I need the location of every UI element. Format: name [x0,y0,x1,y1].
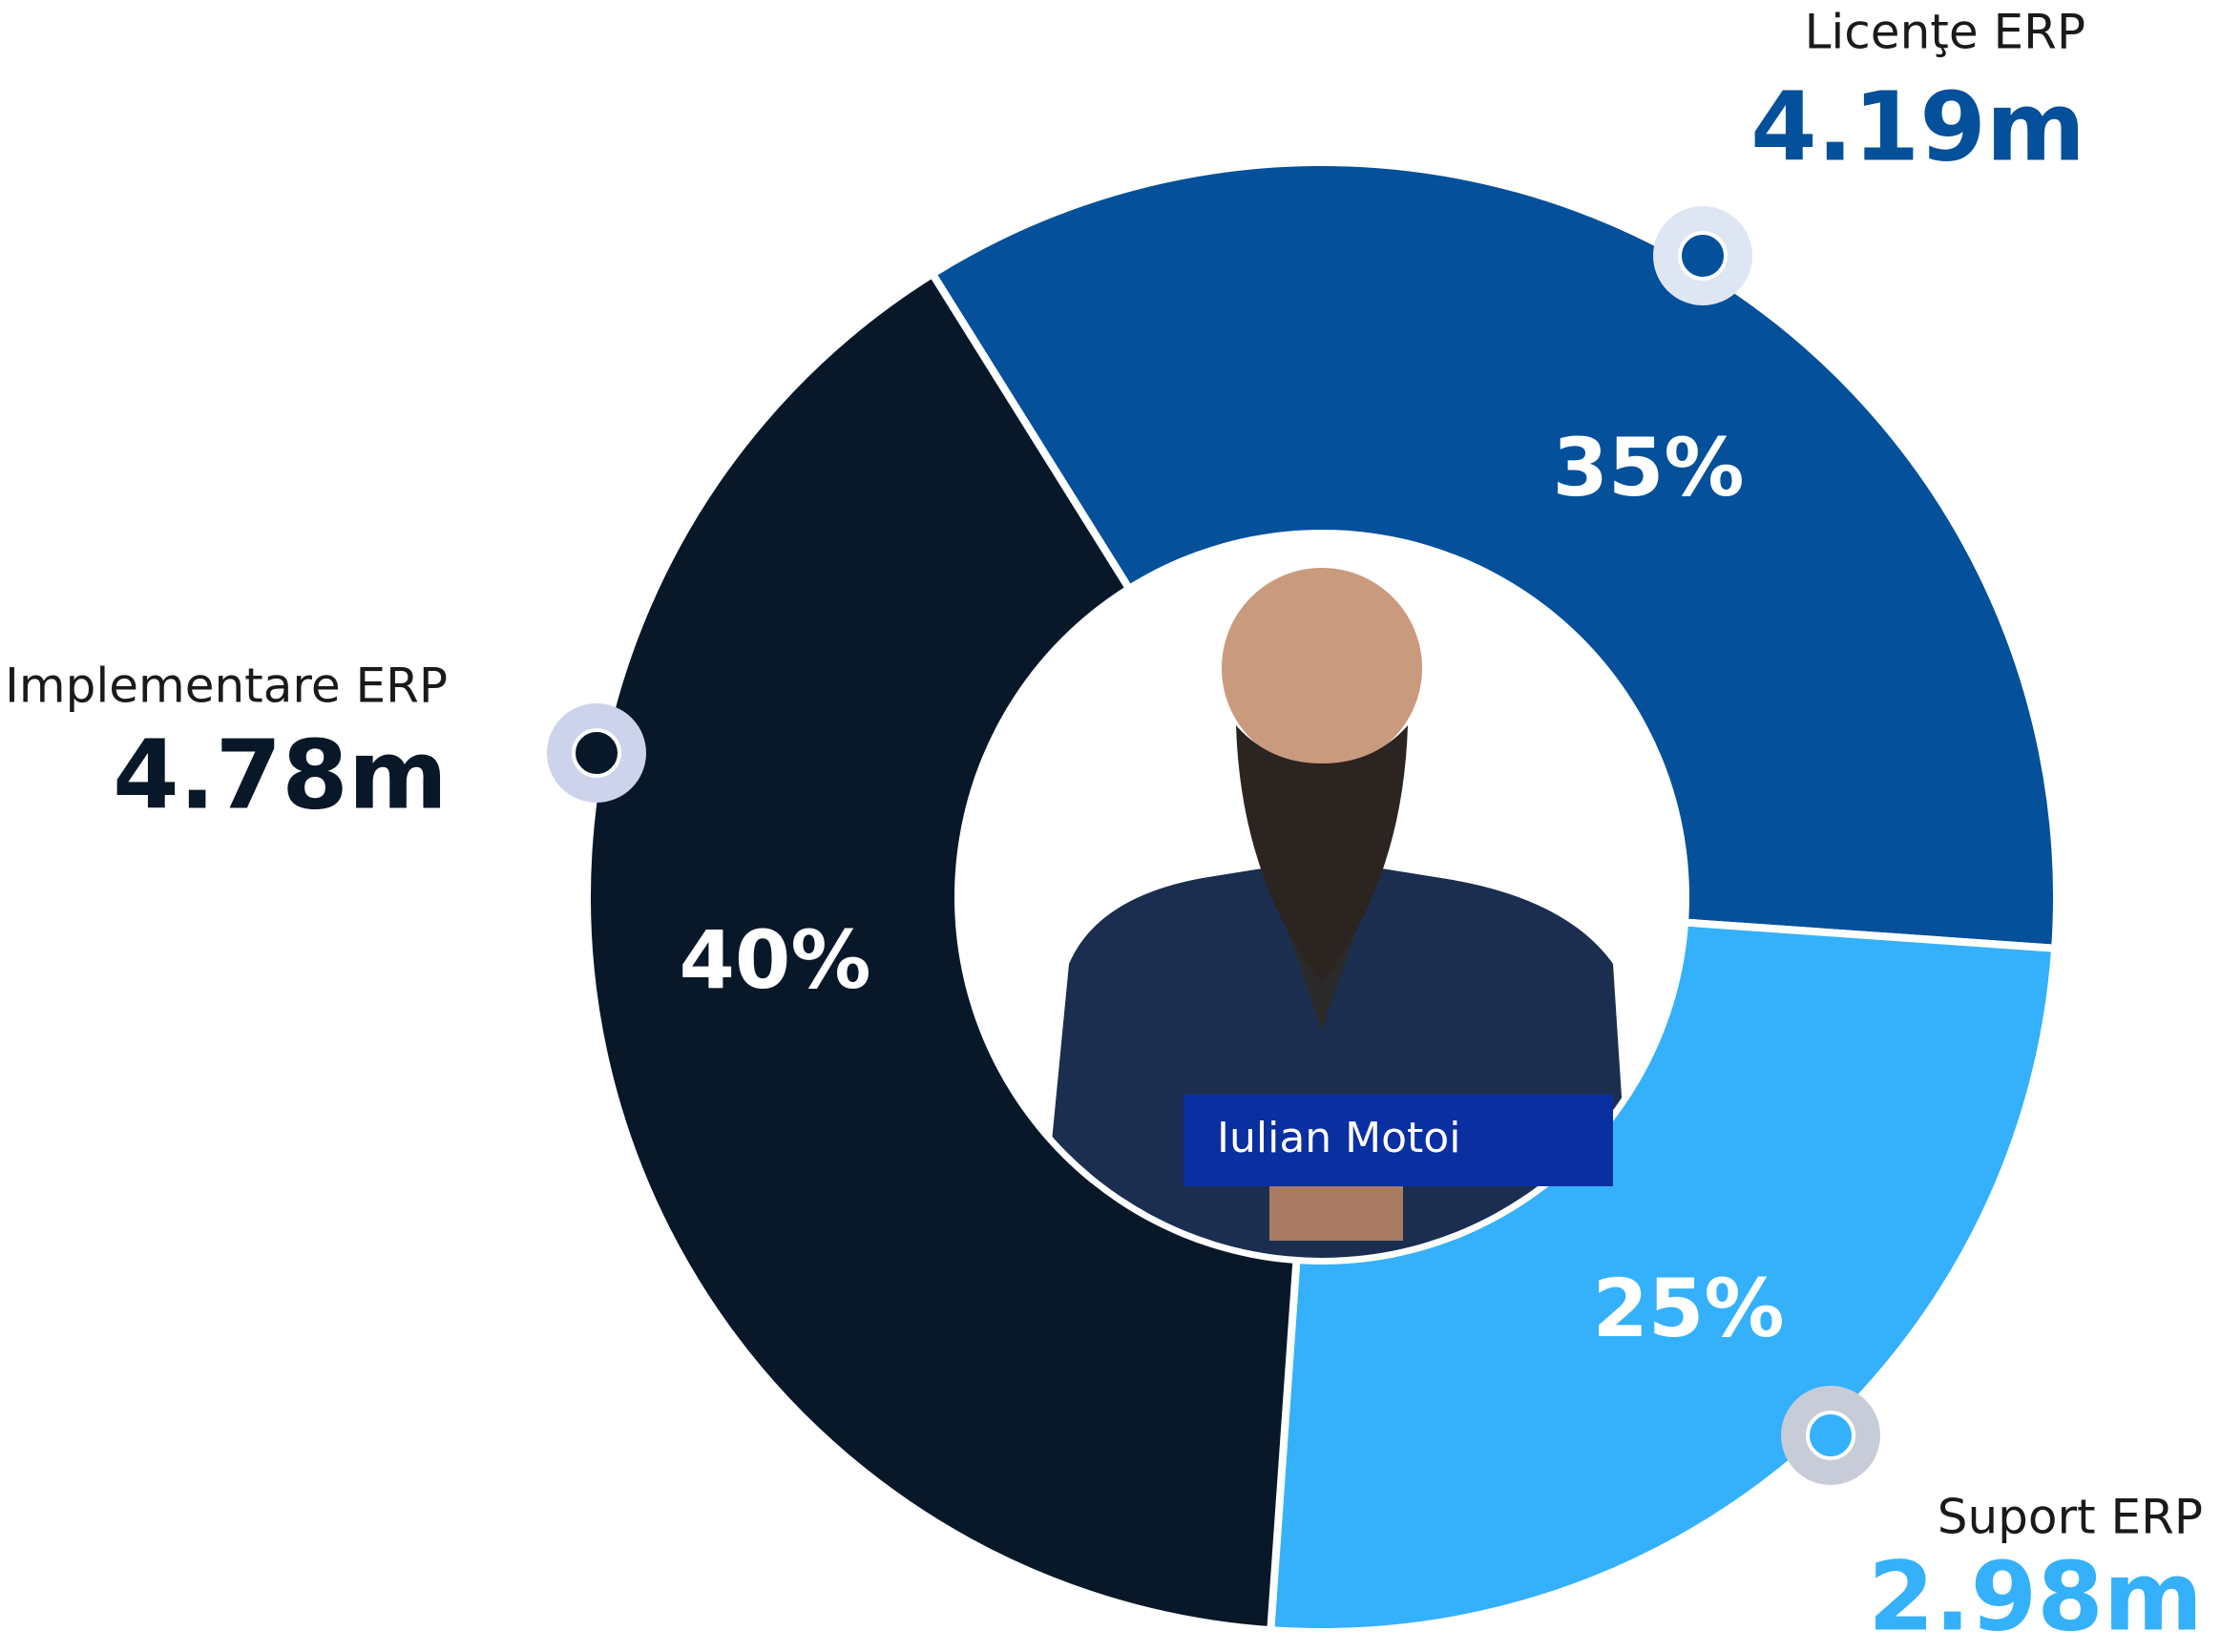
legend-label: Licenţe ERP [1805,5,2085,60]
marker-dot [1808,1412,1854,1458]
percent-label: 35% [1552,421,1744,514]
amount-label: 2.98m [1868,1540,2203,1652]
legend-label: Suport ERP [1938,1490,2203,1545]
marker-dot [574,730,619,776]
amount-label: 4.19m [1750,71,2085,182]
percent-label: 40% [679,913,870,1007]
marker-dot [1680,233,1726,279]
amount-label: 4.78m [113,719,448,830]
page: Iulian Motoi 35% Licenţe ERP 4.19m 25% Supor… [0,0,2221,1652]
legend-label: Implementare ERP [5,659,448,714]
percent-label: 25% [1592,1262,1784,1355]
chart: Iulian Motoi 35% Licenţe ERP 4.19m 25% Supor… [0,0,2221,1652]
photo-caption: Iulian Motoi [1217,1114,1460,1162]
